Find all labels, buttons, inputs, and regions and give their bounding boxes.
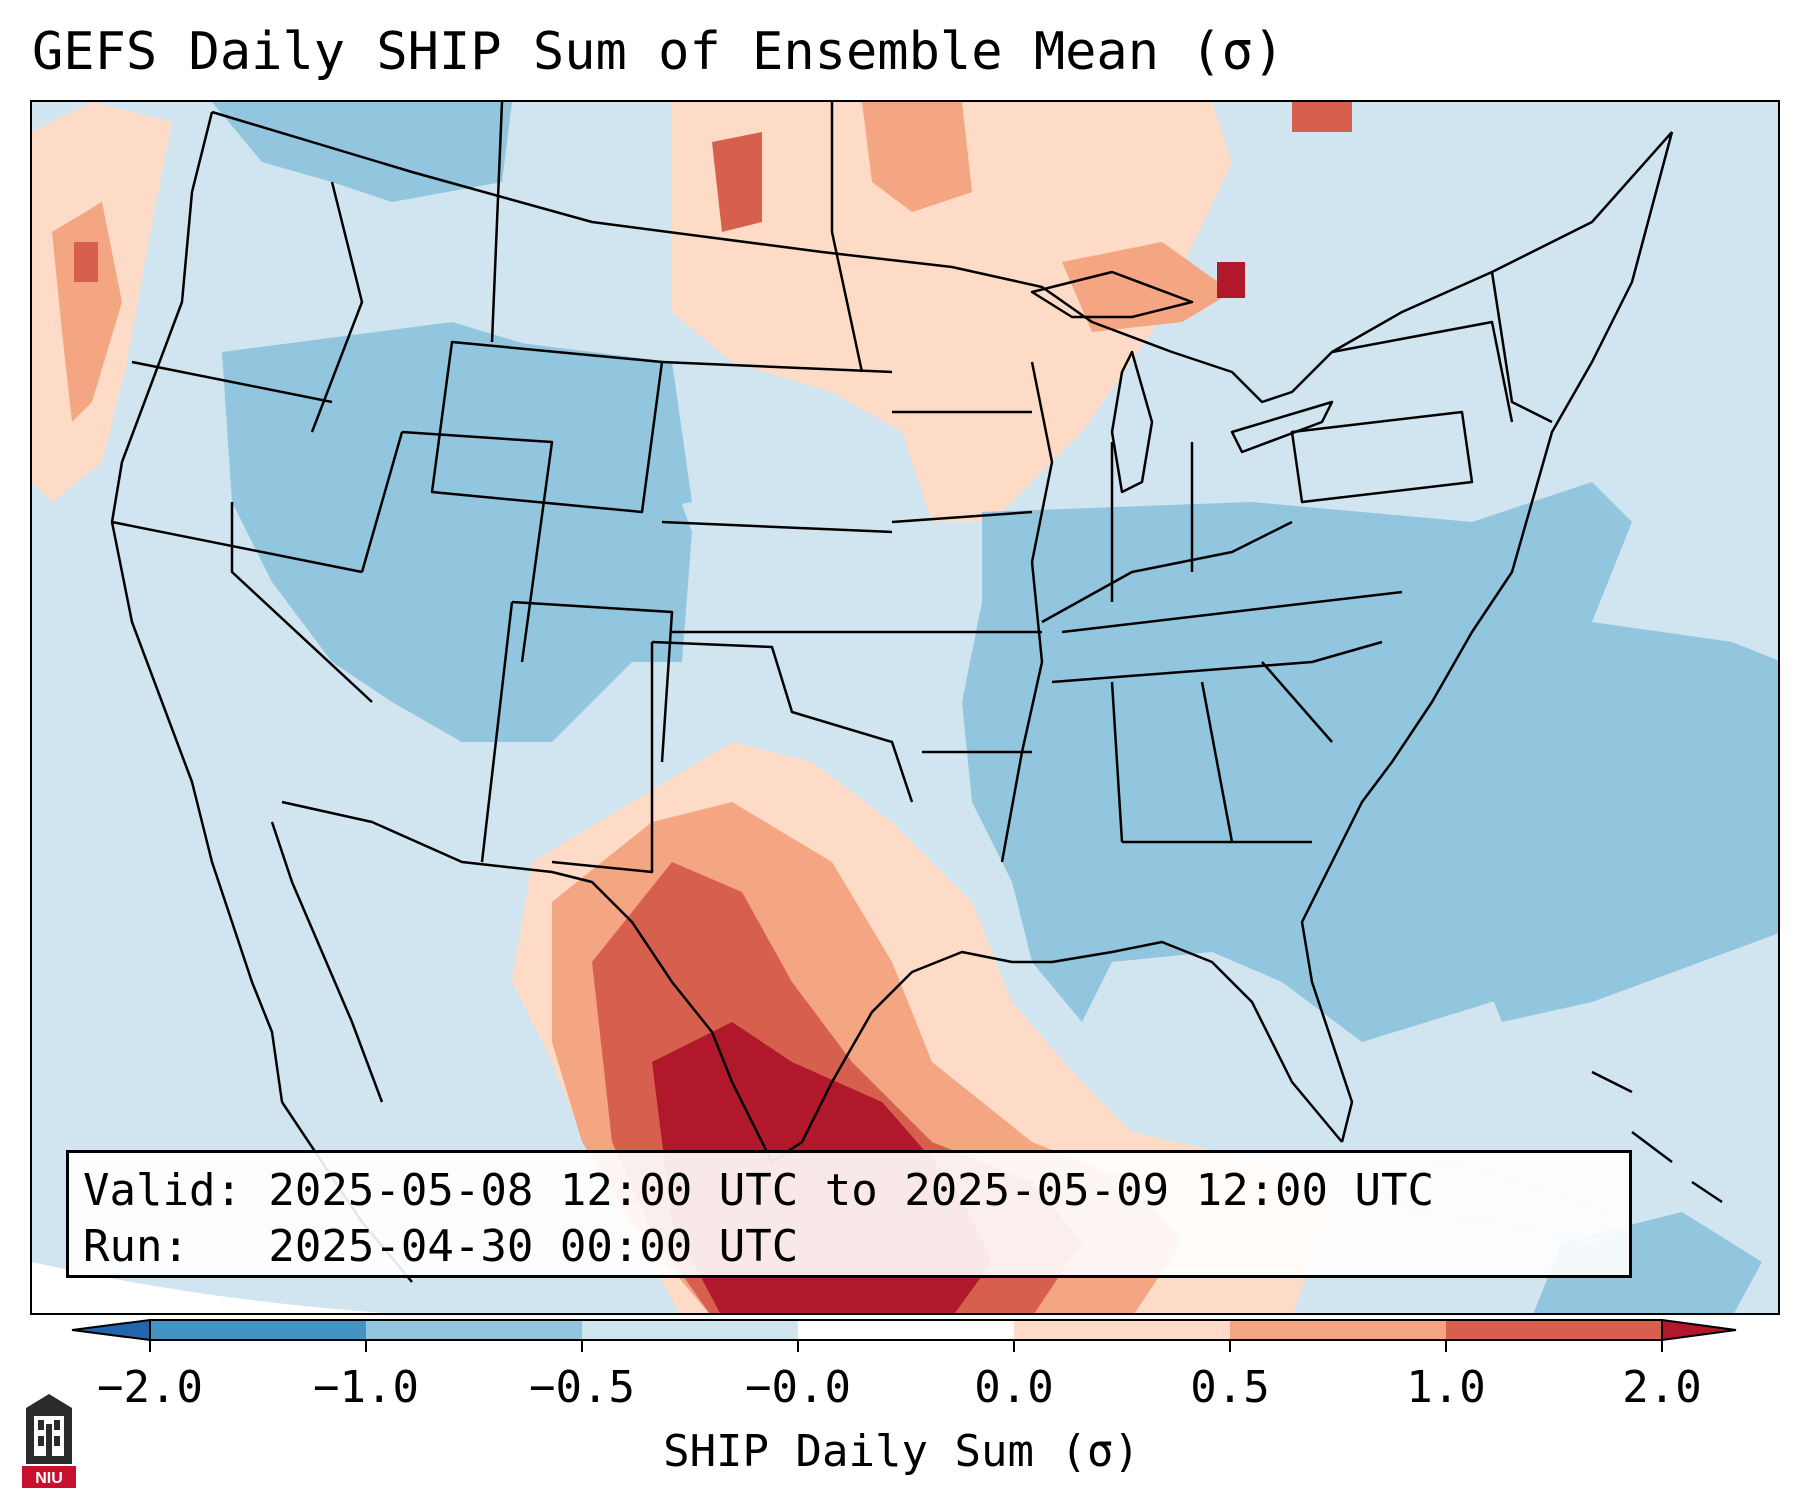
colorbar-tick-label: 0.0 [974, 1362, 1054, 1413]
map-canvas [32, 102, 1778, 1313]
colorbar-extend-high [1661, 1318, 1737, 1342]
state-nd-mn [830, 102, 864, 373]
colorbar-bin-6 [1230, 1320, 1446, 1340]
anomaly-dakota-spots [862, 102, 972, 212]
state-az-nm [480, 601, 514, 863]
valid-run-box: Valid: 2025-05-08 12:00 UTC to 2025-05-0… [66, 1150, 1632, 1278]
colorbar-bin-3 [582, 1320, 798, 1340]
lake-erie [1230, 400, 1334, 454]
state-al-ga [1200, 681, 1234, 843]
map-panel [30, 100, 1780, 1315]
anomaly-atlantic-negative [1452, 692, 1778, 1022]
state-ia-mo [891, 510, 1033, 524]
anomaly-lake-superior [1062, 242, 1232, 332]
anomaly-michigan-spot [1217, 262, 1245, 298]
state-ut-co [401, 430, 554, 663]
colorbar-ticks [149, 1340, 1663, 1352]
us-canada-border [211, 110, 1673, 404]
valid-line: Valid: 2025-05-08 12:00 UTC to 2025-05-0… [83, 1165, 1435, 1216]
baja-coast [270, 821, 384, 1103]
colorbar-bin-5 [1014, 1320, 1230, 1340]
political-boundaries [110, 102, 1674, 1283]
state-wa-or [131, 360, 333, 404]
colorbar-tick-label: −1.0 [313, 1362, 419, 1413]
us-west-coast [110, 111, 284, 1103]
lake-superior [1030, 270, 1194, 319]
colorbar-extend-low [71, 1318, 151, 1342]
anomaly-pacific-nw-core [52, 202, 122, 422]
anomaly-ontario-spot [1292, 102, 1352, 132]
colorbar-bin-1 [150, 1320, 366, 1340]
niu-logo-icon: NIU [22, 1394, 76, 1488]
colorbar-frame [149, 1319, 1663, 1341]
state-ms-al [1110, 681, 1124, 843]
colorbar-tick-label: −0.0 [745, 1362, 851, 1413]
gulf-coast [551, 870, 1343, 1164]
projection-edge [32, 1262, 384, 1313]
state-nm-tx [551, 642, 654, 874]
state-nv-ut [360, 431, 404, 573]
bahamas-outline [1591, 1070, 1723, 1204]
colorbar-tick-label: 0.5 [1190, 1362, 1270, 1413]
colorbar-tick-label: −0.5 [529, 1362, 635, 1413]
colorbar-bin-4 [798, 1320, 1014, 1340]
state-pa [1290, 410, 1474, 504]
state-ca-nv [230, 502, 373, 703]
colorbar-tick-label: −2.0 [97, 1362, 203, 1413]
state-sd-ne [661, 360, 893, 374]
colorbar-label: SHIP Daily Sum (σ) [663, 1426, 1140, 1477]
us-east-coast [1300, 131, 1674, 1143]
lake-michigan [1110, 350, 1154, 494]
colorbar-bin-2 [366, 1320, 582, 1340]
run-line: Run: 2025-04-30 00:00 UTC [83, 1221, 799, 1272]
colorbar-tick-label: 2.0 [1622, 1362, 1702, 1413]
logo-text: NIU [35, 1470, 63, 1487]
colorbar-tick-label: 1.0 [1406, 1362, 1486, 1413]
anomaly-north-plains-core [712, 132, 762, 232]
state-ohio-river [1041, 520, 1293, 624]
colorbar [71, 1318, 1737, 1352]
state-ne-ks [661, 520, 893, 534]
state-ga-sc [1261, 661, 1333, 743]
state-ok-tx [651, 640, 914, 803]
colorbar-bin-7 [1446, 1320, 1662, 1340]
state-co-nm [511, 600, 674, 763]
anomaly-northwest-negative [212, 102, 512, 202]
page-title: GEFS Daily SHIP Sum of Ensemble Mean (σ) [32, 22, 1285, 82]
state-tn-south [1051, 640, 1383, 684]
state-mt-nd [490, 102, 504, 343]
anomaly-pacific-nw-spot [74, 242, 98, 282]
state-tn-ky [1061, 590, 1403, 634]
us-mexico-border [281, 800, 553, 874]
anomaly-north-plains [672, 102, 1232, 522]
state-or-ca [111, 520, 363, 574]
state-ny [1331, 320, 1514, 423]
state-id-mt [310, 181, 364, 433]
state-wy [430, 340, 664, 514]
state-mississippi-river [1000, 361, 1054, 863]
state-new-england [1490, 271, 1553, 424]
